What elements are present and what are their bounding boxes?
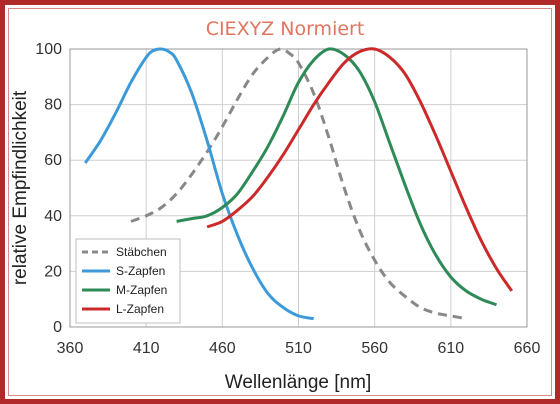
legend-label: M-Zapfen: [116, 283, 167, 297]
inner-frame: [8, 8, 552, 396]
y-tick-label: 100: [35, 41, 62, 58]
series-line-1: [130, 47, 467, 321]
plot-area-border: [69, 48, 528, 328]
y-tick-label: 20: [44, 263, 62, 280]
y-tick-label: 0: [53, 319, 62, 336]
y-tick-label: 80: [44, 97, 62, 114]
series-line-2: [83, 47, 314, 321]
x-tick-label: 360: [57, 340, 84, 357]
x-axis-label: Wellenlänge [nm]: [225, 372, 371, 393]
tick-labels: 0 20 40 60 80 100 360 410 460 510 560 610 660: [35, 41, 540, 357]
y-axis-label: relative Empfindlichkeit: [10, 90, 31, 285]
x-tick-label: 660: [514, 340, 541, 357]
x-tick-label: 610: [437, 340, 464, 357]
x-tick-label: 410: [133, 340, 160, 357]
y-tick-label: 60: [44, 152, 62, 169]
series-lines: [83, 47, 514, 321]
x-tick-label: 560: [361, 340, 388, 357]
x-tick-label: 460: [209, 340, 236, 357]
y-tick-label: 40: [44, 208, 62, 225]
legend-label: Stäbchen: [116, 245, 167, 259]
chart-title: CIEXYZ Normiert: [206, 18, 365, 40]
x-tick-label: 510: [285, 340, 312, 357]
legend: Stäbchen S-Zapfen M-Zapfen L-Zapfen: [75, 238, 181, 324]
legend-label: S-Zapfen: [116, 264, 165, 278]
legend-label: L-Zapfen: [116, 302, 164, 316]
series-line-3: [176, 47, 498, 307]
series-line-4: [206, 47, 514, 292]
